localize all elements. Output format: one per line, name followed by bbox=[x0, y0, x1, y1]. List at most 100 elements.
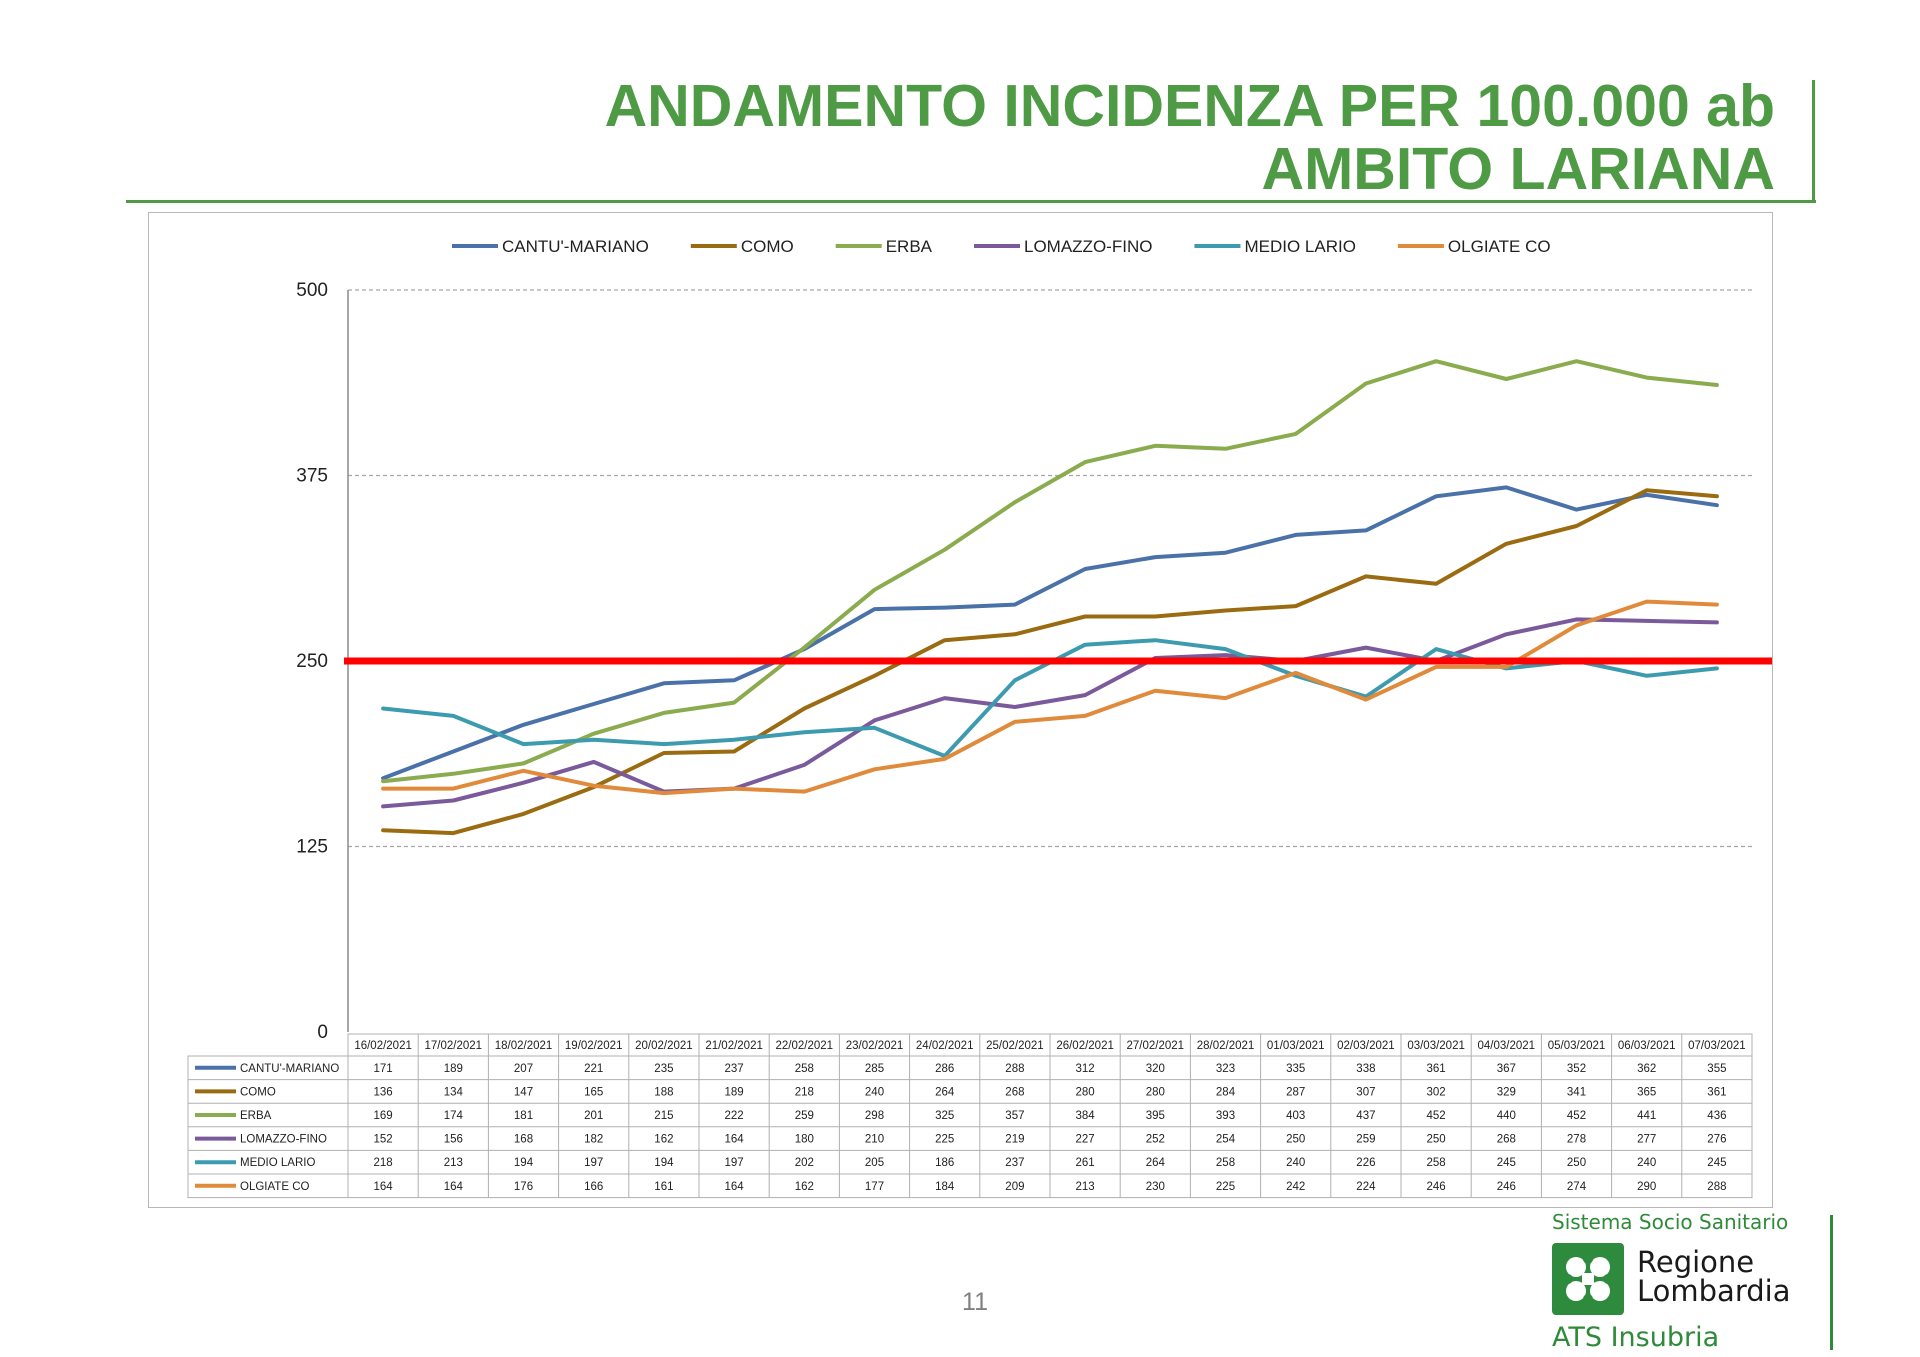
table-row-label: MEDIO LARIO bbox=[240, 1157, 315, 1169]
logo-top-text: Sistema Socio Sanitario bbox=[1552, 1210, 1789, 1234]
title-line-1: ANDAMENTO INCIDENZA PER 100.000 ab bbox=[604, 73, 1775, 139]
table-cell-value: 209 bbox=[1005, 1181, 1024, 1193]
table-cell-value: 189 bbox=[444, 1063, 463, 1075]
table-cell-value: 237 bbox=[1005, 1157, 1024, 1169]
table-cell-value: 184 bbox=[935, 1181, 955, 1193]
table-cell-value: 312 bbox=[1076, 1063, 1095, 1075]
table-row-label: CANTU'-MARIANO bbox=[240, 1063, 339, 1075]
table-cell-value: 341 bbox=[1567, 1086, 1586, 1098]
table-cell-value: 169 bbox=[374, 1110, 393, 1122]
table-row-label: LOMAZZO-FINO bbox=[240, 1134, 327, 1146]
table-cell-value: 182 bbox=[584, 1134, 603, 1146]
table-cell-value: 362 bbox=[1637, 1063, 1656, 1075]
table-cell-value: 240 bbox=[1286, 1157, 1305, 1169]
table-cell-value: 218 bbox=[795, 1086, 814, 1098]
table-cell-value: 307 bbox=[1356, 1086, 1375, 1098]
table-cell-value: 365 bbox=[1637, 1086, 1656, 1098]
table-cell-value: 352 bbox=[1567, 1063, 1586, 1075]
legend-label: LOMAZZO-FINO bbox=[1024, 237, 1152, 256]
table-header-date: 19/02/2021 bbox=[565, 1040, 623, 1052]
table-cell-value: 213 bbox=[1076, 1181, 1095, 1193]
table-cell-value: 274 bbox=[1567, 1181, 1587, 1193]
table-cell-value: 164 bbox=[725, 1134, 745, 1146]
table-header-date: 20/02/2021 bbox=[635, 1040, 693, 1052]
table-header-date: 07/03/2021 bbox=[1688, 1040, 1746, 1052]
table-cell-value: 355 bbox=[1707, 1063, 1726, 1075]
table-cell-value: 288 bbox=[1707, 1181, 1726, 1193]
table-cell-value: 162 bbox=[795, 1181, 814, 1193]
slide-title: ANDAMENTO INCIDENZA PER 100.000 ab AMBIT… bbox=[605, 75, 1775, 201]
table-header-date: 03/03/2021 bbox=[1407, 1040, 1465, 1052]
table-cell-value: 323 bbox=[1216, 1063, 1235, 1075]
table-cell-value: 176 bbox=[514, 1181, 533, 1193]
table-cell-value: 240 bbox=[1637, 1157, 1656, 1169]
logo-bottom-text: ATS Insubria bbox=[1552, 1322, 1720, 1353]
table-cell-value: 452 bbox=[1427, 1110, 1446, 1122]
page-number: 11 bbox=[962, 1288, 988, 1316]
table-cell-value: 186 bbox=[935, 1157, 954, 1169]
table-cell-value: 189 bbox=[725, 1086, 744, 1098]
series-line-olgiate-co bbox=[381, 599, 1719, 796]
legend-label: ERBA bbox=[886, 237, 933, 256]
table-cell-value: 215 bbox=[654, 1110, 673, 1122]
table-cell-value: 245 bbox=[1497, 1157, 1516, 1169]
table-cell-value: 250 bbox=[1427, 1134, 1446, 1146]
table-cell-value: 207 bbox=[514, 1063, 533, 1075]
table-cell-value: 250 bbox=[1286, 1134, 1305, 1146]
logo-name-line-2: Lombardia bbox=[1637, 1274, 1791, 1308]
logo-name-line-1: Regione bbox=[1637, 1245, 1755, 1279]
table-cell-value: 280 bbox=[1146, 1086, 1165, 1098]
table-cell-value: 194 bbox=[654, 1157, 674, 1169]
table-cell-value: 259 bbox=[795, 1110, 814, 1122]
table-header-date: 17/02/2021 bbox=[425, 1040, 483, 1052]
table-cell-value: 441 bbox=[1637, 1110, 1656, 1122]
table-cell-value: 367 bbox=[1497, 1063, 1516, 1075]
table-cell-value: 197 bbox=[584, 1157, 603, 1169]
table-header-date: 05/03/2021 bbox=[1548, 1040, 1606, 1052]
table-cell-value: 250 bbox=[1567, 1157, 1586, 1169]
table-cell-value: 436 bbox=[1707, 1110, 1726, 1122]
title-divider bbox=[126, 200, 1816, 203]
title-line-2: AMBITO LARIANA bbox=[1261, 136, 1775, 202]
y-tick-label: 125 bbox=[296, 837, 328, 858]
table-cell-value: 240 bbox=[865, 1086, 884, 1098]
table-cell-value: 268 bbox=[1497, 1134, 1516, 1146]
table-cell-value: 205 bbox=[865, 1157, 884, 1169]
table-cell-value: 403 bbox=[1286, 1110, 1305, 1122]
table-cell-value: 298 bbox=[865, 1110, 884, 1122]
table-cell-value: 395 bbox=[1146, 1110, 1165, 1122]
table-cell-value: 180 bbox=[795, 1134, 814, 1146]
table-cell-value: 285 bbox=[865, 1063, 884, 1075]
table-cell-value: 168 bbox=[514, 1134, 533, 1146]
table-cell-value: 329 bbox=[1497, 1086, 1516, 1098]
table-cell-value: 280 bbox=[1076, 1086, 1095, 1098]
table-cell-value: 258 bbox=[1216, 1157, 1235, 1169]
table-cell-value: 164 bbox=[374, 1181, 394, 1193]
table-cell-value: 166 bbox=[584, 1181, 603, 1193]
table-cell-value: 224 bbox=[1356, 1181, 1376, 1193]
table-cell-value: 276 bbox=[1707, 1134, 1726, 1146]
table-cell-value: 290 bbox=[1637, 1181, 1656, 1193]
table-header-date: 18/02/2021 bbox=[495, 1040, 553, 1052]
table-cell-value: 338 bbox=[1356, 1063, 1375, 1075]
table-cell-value: 188 bbox=[654, 1086, 673, 1098]
table-header-date: 24/02/2021 bbox=[916, 1040, 974, 1052]
table-cell-value: 361 bbox=[1707, 1086, 1726, 1098]
table-cell-value: 242 bbox=[1286, 1181, 1305, 1193]
regione-lombardia-logo-icon bbox=[1552, 1243, 1624, 1315]
table-cell-value: 177 bbox=[865, 1181, 884, 1193]
table-cell-value: 278 bbox=[1567, 1134, 1586, 1146]
table-cell-value: 134 bbox=[444, 1086, 464, 1098]
table-cell-value: 174 bbox=[444, 1110, 464, 1122]
table-header-date: 26/02/2021 bbox=[1056, 1040, 1114, 1052]
table-cell-value: 202 bbox=[795, 1157, 814, 1169]
table-cell-value: 194 bbox=[514, 1157, 534, 1169]
series-line-erba bbox=[381, 359, 1719, 784]
logo-name: Regione Lombardia bbox=[1637, 1248, 1790, 1306]
table-cell-value: 384 bbox=[1076, 1110, 1096, 1122]
table-cell-value: 218 bbox=[374, 1157, 393, 1169]
logo-vertical-divider bbox=[1830, 1215, 1833, 1350]
table-cell-value: 264 bbox=[935, 1086, 955, 1098]
table-cell-value: 164 bbox=[444, 1181, 464, 1193]
